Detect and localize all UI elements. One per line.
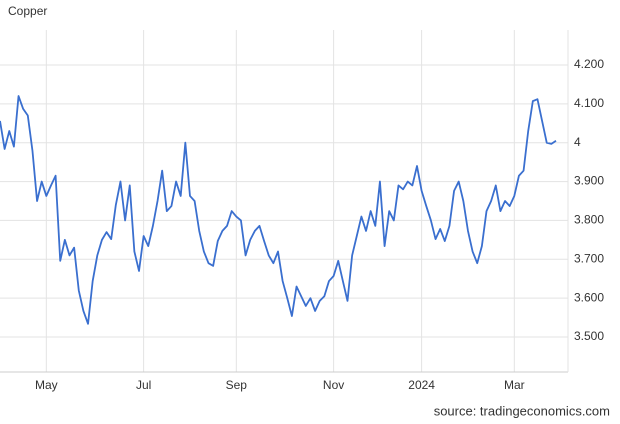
x-tick-label: 2024	[408, 378, 435, 392]
y-tick-label: 3.700	[574, 251, 604, 265]
chart-title: Copper	[8, 4, 47, 18]
x-tick-label: Nov	[323, 378, 344, 392]
y-tick-label: 4.200	[574, 57, 604, 71]
x-tick-label: Sep	[226, 378, 248, 392]
y-tick-label: 4	[574, 135, 581, 149]
x-tick-label: Mar	[504, 378, 525, 392]
y-tick-label: 3.800	[574, 213, 604, 227]
source-note: source: tradingeconomics.com	[434, 403, 610, 418]
x-tick-label: May	[35, 378, 58, 392]
y-tick-label: 3.500	[574, 329, 604, 343]
y-tick-label: 3.900	[574, 174, 604, 188]
x-tick-label: Jul	[136, 378, 151, 392]
y-tick-label: 3.600	[574, 290, 604, 304]
y-tick-label: 4.100	[574, 96, 604, 110]
price-line	[0, 95, 557, 325]
